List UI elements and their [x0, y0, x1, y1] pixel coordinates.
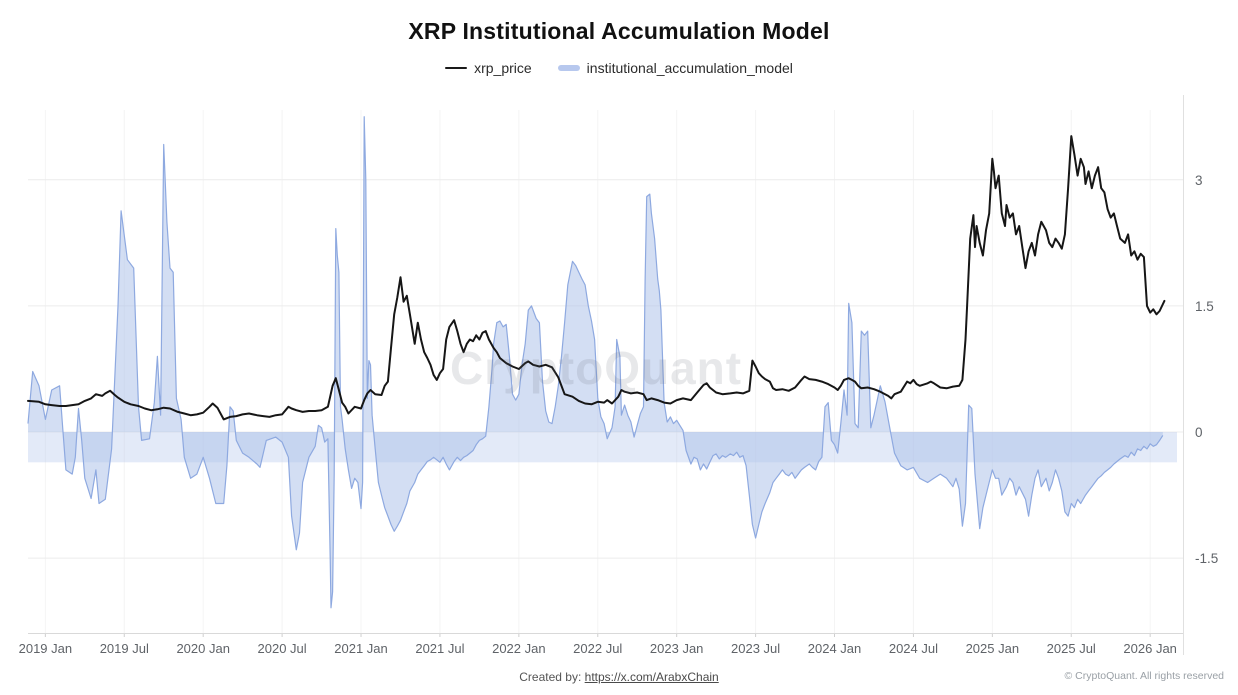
- x-axis-tick-label: 2019 Jul: [100, 641, 149, 656]
- y-axis-tick-label: 3: [1195, 173, 1203, 188]
- model-area-swatch-icon: [557, 65, 580, 71]
- legend: xrp_price institutional_accumulation_mod…: [0, 60, 1238, 76]
- legend-item-accumulation-model[interactable]: institutional_accumulation_model: [557, 60, 793, 76]
- page-title: XRP Institutional Accumulation Model: [408, 18, 830, 44]
- x-axis-tick-label: 2019 Jan: [19, 641, 73, 656]
- x-axis-tick-label: 2021 Jul: [415, 641, 464, 656]
- x-axis-tick-label: 2025 Jan: [966, 641, 1020, 656]
- created-by-link[interactable]: https://x.com/ArabxChain: [584, 670, 719, 684]
- accumulation-model-line: [27, 116, 1164, 609]
- x-axis-tick-label: 2020 Jan: [176, 641, 230, 656]
- y-axis-tick-label: -1.5: [1195, 551, 1218, 566]
- created-by-label: Created by:: [519, 670, 582, 684]
- legend-item-xrp-price[interactable]: xrp_price: [445, 60, 532, 76]
- x-axis-tick-label: 2024 Jan: [808, 641, 862, 656]
- y-axis-tick-label: 1.5: [1195, 299, 1214, 314]
- x-axis-tick-label: 2022 Jul: [573, 641, 622, 656]
- xrp-price-line: [27, 135, 1166, 421]
- legend-label-xrp-price: xrp_price: [474, 60, 532, 76]
- footer-credit: Created by: https://x.com/ArabxChain: [0, 670, 1238, 684]
- legend-label-accumulation-model: institutional_accumulation_model: [586, 60, 793, 76]
- x-axis-tick-label: 2022 Jan: [492, 641, 546, 656]
- x-axis-tick-label: 2024 Jul: [889, 641, 938, 656]
- x-axis-tick-label: 2025 Jul: [1047, 641, 1096, 656]
- x-axis-tick-label: 2026 Jan: [1123, 641, 1177, 656]
- x-axis-tick-label: 2023 Jul: [731, 641, 780, 656]
- x-axis-tick-label: 2020 Jul: [258, 641, 307, 656]
- y-axis-tick-label: 0: [1195, 425, 1203, 440]
- copyright-notice: © CryptoQuant. All rights reserved: [1064, 670, 1224, 682]
- x-axis-tick-label: 2023 Jan: [650, 641, 704, 656]
- price-line-swatch-icon: [445, 66, 468, 70]
- x-axis-tick-label: 2021 Jan: [334, 641, 388, 656]
